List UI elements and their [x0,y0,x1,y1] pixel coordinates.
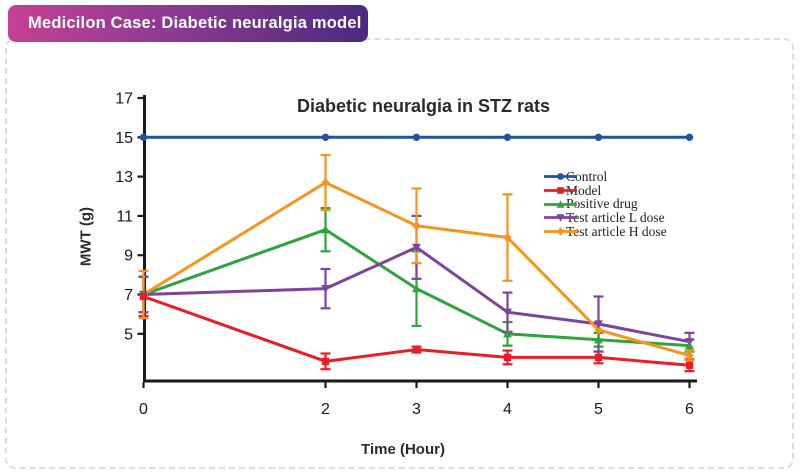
series-marker [412,220,421,231]
legend-swatch-square [544,187,577,194]
series-marker [594,353,603,362]
legend-item: Test article L dose [544,211,667,225]
series-marker [685,350,694,361]
series-line [142,294,691,367]
series-marker [412,133,421,142]
y-tick-label: 13 [115,169,133,186]
series-marker [139,292,148,301]
series-marker [321,285,330,294]
legend-item: Model [544,182,667,198]
series-marker [685,133,694,142]
legend-item: Control [544,170,667,184]
chart-title: Diabetic neuralgia in STZ rats [296,96,551,116]
series-marker [412,284,421,293]
series-marker [412,243,421,252]
series-marker [503,133,512,142]
series-marker [412,345,421,354]
legend-label: Positive drug [566,196,638,212]
y-tick-label: 11 [116,208,133,225]
series-marker [503,232,512,243]
x-tick-label: 2 [321,401,330,418]
series-marker [594,320,603,329]
y-tick-label: 9 [124,248,133,265]
y-tick-label: 5 [124,326,133,343]
x-axis-label: Time (Hour) [361,441,445,458]
legend-label: Test article L dose [566,210,665,226]
series-marker [685,341,694,350]
series-marker [503,329,512,338]
legend-item: Test article H dose [544,225,667,239]
x-tick-label: 3 [412,401,421,418]
legend-swatch-triangle-down [544,214,577,223]
series-marker [503,308,512,317]
legend-swatch-diamond [544,227,577,236]
legend-swatch-triangle-up [544,200,577,208]
x-tick-label: 0 [139,401,148,418]
series-marker [321,225,330,234]
series-marker [685,361,694,369]
legend-label: Model [566,182,602,198]
legend-item: Positive drug [544,197,667,211]
legend-swatch-circle [544,173,577,181]
series-marker [594,335,603,344]
series-line [142,245,691,344]
series-marker [594,133,603,142]
x-tick-label: 4 [503,401,512,418]
case-badge-label: Medicilon Case: Diabetic neuralgia model [28,14,362,32]
series-marker [139,133,148,142]
series-marker [503,353,512,362]
case-badge: Medicilon Case: Diabetic neuralgia model [8,5,368,42]
series-marker [321,357,330,365]
chart-legend: Control Model Positive drug Test article L … [544,170,667,238]
series-marker [321,133,330,142]
y-tick-label: 7 [124,287,133,304]
y-tick-label: 15 [115,130,133,147]
series-line [142,228,691,348]
y-axis-label: MWT (g) [77,206,95,267]
y-tick-label: 17 [115,91,133,108]
x-tick-label: 6 [685,401,694,418]
legend-label: Control [566,169,608,184]
legend-label: Test article H dose [566,223,667,239]
series-marker [321,177,330,188]
series-line [142,181,691,357]
x-tick-label: 5 [594,401,603,418]
series-marker [594,325,603,335]
